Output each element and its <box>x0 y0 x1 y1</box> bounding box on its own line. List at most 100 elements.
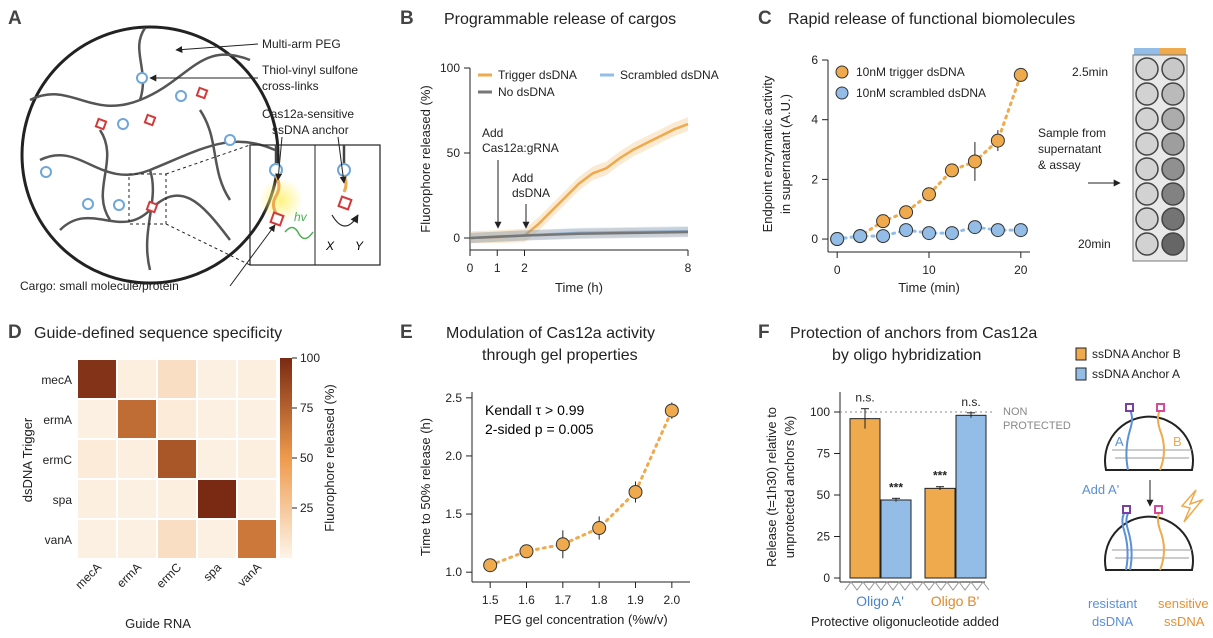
chart-c: 0 2 4 6 0 10 20 Time (min) Endpoint enzymatic ac… <box>760 53 1030 295</box>
significance-label: n.s. <box>961 395 980 409</box>
col-label: spa <box>201 560 225 584</box>
panel-a-letter: A <box>8 8 22 29</box>
y-tick-label: 100 <box>440 61 460 75</box>
heatmap-cell <box>198 400 236 438</box>
y-axis-label-1: Release (t=1h30) relative to <box>764 407 779 567</box>
heatmap-cell <box>238 480 276 518</box>
panel-b-title: Programmable release of cargos <box>444 11 676 28</box>
heatmap-cell <box>158 520 196 558</box>
time-start-label: 2.5min <box>1072 65 1108 79</box>
sample-text-1: Sample from <box>1038 126 1106 140</box>
colorbar-label: Fluorophore released (%) <box>322 384 337 531</box>
colorbar-tick-label: 25 <box>300 501 314 515</box>
row-label: ermC <box>43 453 73 467</box>
well <box>1161 157 1185 181</box>
heatmap-cell <box>198 360 236 398</box>
peg-label: Multi-arm PEG <box>262 37 341 51</box>
non-protected-label-2: PROTECTED <box>1003 420 1071 432</box>
sensitive-label-1: sensitive <box>1158 596 1209 611</box>
data-point <box>922 187 936 202</box>
bar <box>955 414 987 579</box>
cargo-label: Cargo: small molecule/protein <box>20 279 179 293</box>
well <box>1161 57 1185 81</box>
y-tick-label: 6 <box>811 53 818 67</box>
legend-label: ssDNA Anchor B <box>1092 347 1181 361</box>
heatmap-cell <box>78 400 116 438</box>
legend-label: 10nM trigger dsDNA <box>856 65 965 79</box>
annotation-add-cas12a-2: Cas12a:gRNA <box>482 141 559 155</box>
heatmap-cell <box>238 440 276 478</box>
y-axis-label: Fluorophore released (%) <box>418 85 433 232</box>
kendall-stat: Kendall τ > 0.99 <box>485 402 585 418</box>
legend-label: 10nM scrambled dsDNA <box>856 86 986 100</box>
schematic-add-label: Add A' <box>1082 482 1119 497</box>
heatmap-cell <box>78 520 116 558</box>
y-axis-label-2: in supernatant (A.U.) <box>778 94 793 214</box>
col-label: mecA <box>73 560 105 592</box>
bar <box>849 418 881 579</box>
non-protected-label-1: NON <box>1003 406 1028 418</box>
y-axis-label-2: unprotected anchors (%) <box>782 416 797 558</box>
y-axis-label: Time to 50% release (h) <box>418 418 433 556</box>
x-tick-label: 0 <box>834 263 841 277</box>
schematic-a-label: A <box>1115 434 1124 449</box>
schematic-b-label: B <box>1173 434 1182 449</box>
data-point <box>922 226 936 241</box>
bar <box>880 499 912 579</box>
legend-label: Scrambled dsDNA <box>620 68 719 82</box>
heatmap-cell <box>78 360 116 398</box>
well <box>1161 82 1185 106</box>
x-tick-label: 2 <box>521 261 528 275</box>
heatmap-cell <box>158 360 196 398</box>
sample-text-3: & assay <box>1038 158 1081 172</box>
crosslink-nodes <box>40 72 236 211</box>
panel-f-letter: F <box>758 322 770 343</box>
y-tick-label: 25 <box>817 530 831 544</box>
confidence-band <box>470 226 688 244</box>
y-tick-label: 4 <box>811 113 818 127</box>
resistant-label-2: dsDNA <box>1092 614 1134 629</box>
legend-label: No dsDNA <box>498 85 555 99</box>
y-tick-label: 100 <box>810 405 830 419</box>
y-tick-label: 2.5 <box>445 391 462 405</box>
row-label: mecA <box>41 373 72 387</box>
data-point <box>944 163 959 178</box>
panel-c: C Rapid release of functional biomolecul… <box>758 8 1188 295</box>
data-point <box>592 521 607 536</box>
well <box>1135 132 1159 156</box>
x-axis-label: PEG gel concentration (%w/v) <box>494 612 667 627</box>
bar <box>924 487 956 579</box>
resistant-label-1: resistant <box>1088 596 1138 611</box>
x-tick-label: 2.0 <box>663 593 680 607</box>
y-tick-label: 0 <box>453 231 460 245</box>
heatmap-cell <box>78 480 116 518</box>
col-label: ermC <box>153 560 184 591</box>
heatmap-cell <box>78 440 116 478</box>
chart-e: 1.0 1.5 2.0 2.5 1.5 1.6 1.7 1.8 1.9 2.0 PEG gel co… <box>418 391 690 627</box>
panel-e: E Modulation of Cas12a activity through … <box>400 322 690 627</box>
x-axis-label: Protective oligonucleotide added <box>811 614 999 629</box>
panel-b-letter: B <box>400 8 414 29</box>
category-label: Oligo B' <box>931 593 980 609</box>
y-tick-label: 1.0 <box>445 565 462 579</box>
y-tick-label: 2 <box>811 172 818 186</box>
col-label: vanA <box>235 560 264 589</box>
well <box>1161 107 1185 131</box>
x-tick-label: 1.5 <box>482 593 499 607</box>
colorbar-tick-label: 75 <box>300 401 314 415</box>
ssdna-anchor-intact <box>271 175 281 217</box>
x-tick-label: 1.8 <box>591 593 608 607</box>
x-tick-label: 1.7 <box>554 593 571 607</box>
well <box>1135 182 1159 206</box>
ssdna-anchor-cut <box>342 175 348 193</box>
well-plate <box>1132 48 1188 262</box>
well <box>1135 232 1159 256</box>
sample-text-2: supernatant <box>1038 142 1102 156</box>
panel-b: B Programmable release of cargos 0501000… <box>400 8 719 295</box>
heatmap-cell <box>238 360 276 398</box>
panel-c-title: Rapid release of functional biomolecules <box>788 11 1075 28</box>
panel-e-title-2: through gel properties <box>482 347 638 364</box>
panel-f: F Protection of anchors from Cas12a by o… <box>758 322 1209 629</box>
legend-label: ssDNA Anchor A <box>1092 367 1180 381</box>
